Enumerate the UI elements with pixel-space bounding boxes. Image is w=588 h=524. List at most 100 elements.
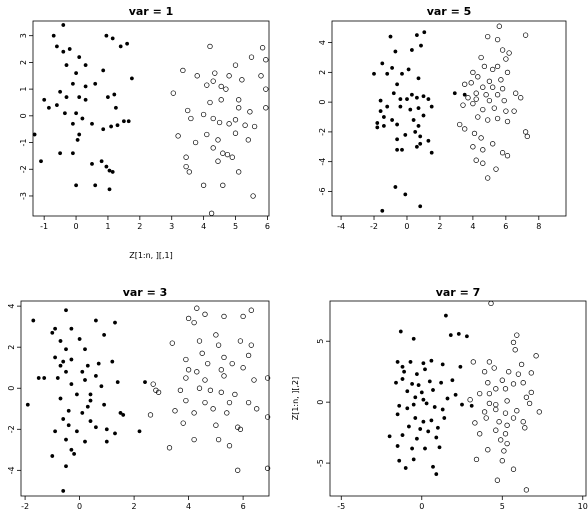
- open-point: [493, 401, 499, 408]
- filled-point: [375, 121, 380, 125]
- open-point: [215, 436, 222, 443]
- filled-point: [99, 159, 104, 164]
- filled-point: [391, 91, 396, 96]
- filled-point: [85, 404, 90, 409]
- open-point: [501, 448, 507, 454]
- filled-point: [113, 320, 117, 325]
- y-tick-label: -2: [19, 165, 28, 173]
- x-axis: -4 -2 0 2 4 6 8: [337, 216, 541, 231]
- filled-point: [54, 103, 59, 108]
- filled-point: [398, 97, 403, 102]
- open-point: [221, 354, 227, 361]
- open-point: [202, 377, 208, 383]
- filled-point: [388, 34, 393, 39]
- filled-point: [77, 337, 82, 341]
- x-tick-label: 4: [470, 222, 475, 231]
- open-point: [481, 409, 488, 415]
- filled-point: [409, 92, 414, 97]
- open-point: [207, 99, 213, 106]
- open-point: [513, 90, 519, 96]
- open-point: [169, 340, 175, 346]
- filled-point: [421, 94, 426, 99]
- open-point: [232, 117, 239, 123]
- open-point: [236, 97, 242, 103]
- x-tick-label: 1: [105, 222, 110, 231]
- filled-point: [129, 76, 134, 81]
- open-point: [477, 431, 483, 437]
- open-point: [237, 338, 244, 344]
- x-tick-label: 6: [241, 502, 246, 511]
- x-tick-label: -2: [21, 502, 29, 511]
- open-point: [483, 92, 489, 98]
- filled-point: [46, 105, 51, 110]
- filled-point: [429, 104, 434, 109]
- open-point-series: [457, 23, 530, 181]
- open-point: [494, 63, 501, 70]
- x-tick-label: 6: [265, 222, 270, 231]
- filled-point: [445, 396, 450, 401]
- filled-point: [429, 358, 434, 363]
- open-point: [254, 406, 260, 412]
- open-point: [218, 83, 224, 90]
- filled-point: [403, 132, 408, 137]
- filled-point: [83, 84, 88, 89]
- filled-point: [443, 313, 448, 318]
- open-point: [486, 359, 493, 365]
- filled-point: [405, 406, 410, 411]
- filled-point: [411, 457, 416, 462]
- open-point: [486, 390, 493, 397]
- open-point: [196, 385, 203, 391]
- filled-point: [125, 41, 130, 46]
- filled-point: [378, 98, 383, 103]
- open-point: [504, 118, 511, 125]
- open-point: [223, 86, 229, 92]
- open-point: [207, 387, 214, 393]
- open-point: [210, 406, 216, 412]
- filled-point: [431, 464, 435, 469]
- open-point: [210, 78, 216, 84]
- filled-point: [414, 372, 419, 377]
- open-point: [224, 410, 230, 416]
- open-point: [499, 377, 505, 383]
- open-point: [470, 69, 476, 76]
- open-point: [522, 425, 528, 431]
- open-point: [218, 367, 224, 373]
- filled-point: [93, 318, 98, 323]
- plot-frame: [329, 300, 587, 497]
- open-point: [512, 347, 518, 353]
- x-axis: -2 0 2 4 6: [21, 496, 246, 511]
- filled-point: [427, 379, 432, 384]
- open-point: [224, 151, 231, 158]
- filled-point: [64, 464, 68, 469]
- open-point: [499, 458, 505, 464]
- filled-point: [414, 436, 419, 441]
- filled-point: [387, 434, 392, 439]
- filled-point: [437, 445, 442, 450]
- open-point: [263, 105, 269, 111]
- filled-point: [372, 71, 376, 76]
- open-point: [192, 139, 199, 146]
- open-point: [220, 150, 226, 156]
- open-point: [235, 467, 241, 473]
- filled-point: [93, 373, 98, 378]
- filled-point: [448, 333, 453, 338]
- y-axis: -4 -2 0 2 4: [7, 304, 21, 474]
- open-point: [215, 342, 222, 348]
- filled-point: [390, 65, 395, 70]
- y-tick-label: 2: [19, 60, 28, 65]
- filled-point: [70, 151, 75, 156]
- open-point: [493, 427, 499, 433]
- filled-point: [395, 137, 400, 142]
- open-point: [247, 109, 253, 115]
- filled-point: [62, 111, 67, 116]
- filled-point: [395, 82, 400, 87]
- filled-point: [462, 92, 467, 97]
- filled-point: [400, 433, 405, 438]
- open-point: [245, 137, 251, 143]
- open-point: [240, 365, 246, 371]
- open-point: [194, 73, 200, 79]
- filled-point: [421, 113, 426, 118]
- open-point: [501, 97, 507, 104]
- filled-point: [416, 123, 421, 128]
- filled-point: [64, 347, 68, 352]
